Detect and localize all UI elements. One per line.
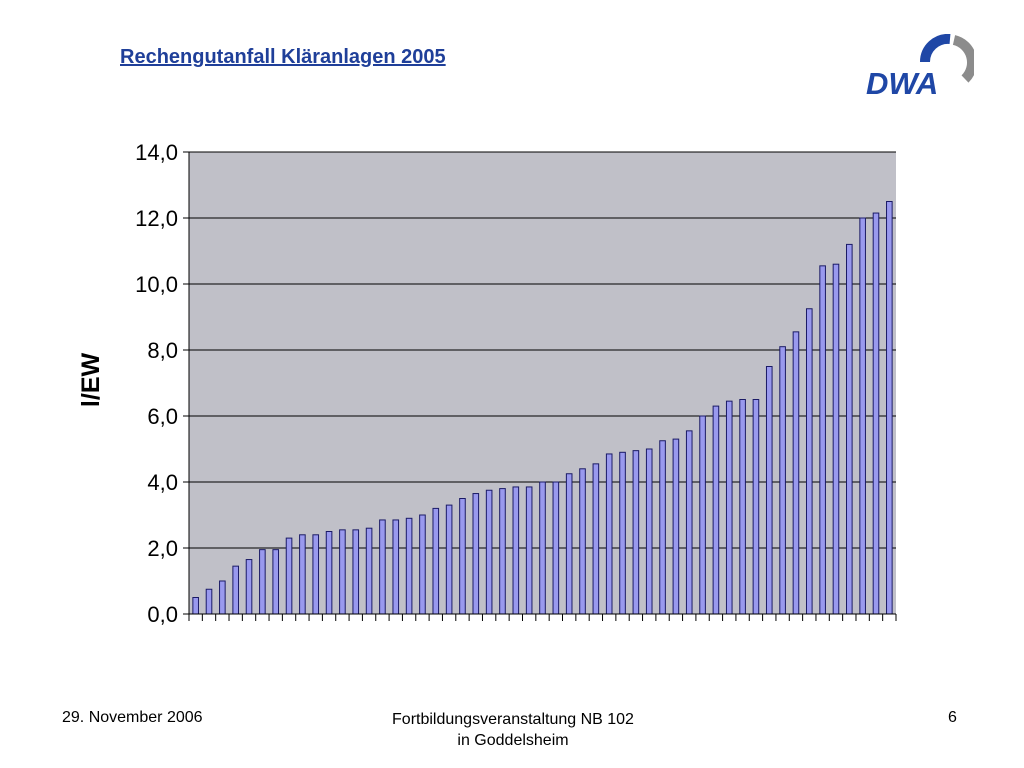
bar	[886, 201, 893, 615]
y-ticks: 0,0 2,0 4,0 6,0 8,0 10,0 12,0 14,0	[135, 140, 189, 627]
y-tick-label: 0,0	[147, 602, 178, 627]
y-tick-label: 4,0	[147, 470, 178, 495]
dwa-logo: DWA	[866, 34, 974, 98]
footer-event: Fortbildungsveranstaltung NB 102 in Godd…	[313, 709, 713, 751]
bar	[539, 481, 546, 615]
bar	[472, 493, 480, 615]
bar	[872, 212, 880, 615]
bar	[245, 559, 253, 615]
bar	[846, 243, 853, 615]
bar	[645, 448, 653, 615]
y-tick-label: 10,0	[135, 272, 178, 297]
bar	[379, 519, 386, 615]
logo-arc-blue	[919, 34, 951, 63]
footer-date: 29. November 2006	[62, 709, 203, 726]
bar	[832, 263, 840, 615]
bar	[192, 597, 199, 615]
bar	[779, 346, 786, 615]
bar	[339, 529, 346, 615]
bar	[525, 486, 533, 615]
bar	[605, 453, 613, 615]
footer-event-line2: in Goddelsheim	[457, 732, 569, 749]
footer-event-line1: Fortbildungsveranstaltung NB 102	[392, 711, 634, 728]
bar	[432, 507, 440, 615]
bar	[285, 537, 293, 615]
bar	[632, 450, 640, 615]
x-ticks	[188, 614, 897, 621]
bar-chart: 0,0 2,0 4,0 6,0 8,0 10,0 12,0 14,0 l/EW	[77, 140, 897, 627]
bar	[699, 415, 706, 615]
bar	[512, 486, 520, 615]
bar	[205, 588, 213, 615]
y-tick-label: 8,0	[147, 338, 178, 363]
page-number: 6	[948, 709, 957, 726]
bar	[765, 366, 773, 615]
logo-arc-gray	[952, 35, 974, 83]
bar	[739, 399, 746, 615]
bar	[232, 565, 239, 615]
y-tick-label: 12,0	[135, 206, 178, 231]
bar	[325, 531, 333, 615]
bar	[499, 488, 506, 615]
bar	[299, 534, 306, 615]
bar	[405, 517, 413, 615]
bar	[579, 468, 586, 615]
bar	[619, 451, 626, 615]
y-tick-label: 14,0	[135, 140, 178, 165]
bar	[365, 527, 373, 615]
bar	[752, 399, 760, 615]
bar	[352, 529, 360, 615]
bar	[272, 549, 280, 615]
bar	[712, 405, 720, 615]
logo-text: DWA	[866, 66, 938, 98]
bar	[259, 549, 266, 615]
bar	[725, 400, 733, 615]
bar	[392, 519, 400, 615]
bar	[685, 430, 693, 615]
bar	[459, 498, 466, 615]
bar	[552, 481, 560, 615]
bar	[859, 217, 866, 615]
bar	[659, 440, 666, 615]
y-axis-label: l/EW	[77, 353, 105, 408]
y-tick-label: 6,0	[147, 404, 178, 429]
y-tick-label: 2,0	[147, 536, 178, 561]
bar	[219, 580, 226, 615]
bar	[672, 438, 680, 615]
bar	[792, 331, 800, 615]
bar	[805, 308, 813, 615]
bar	[445, 504, 453, 615]
bar	[419, 514, 426, 615]
bar	[819, 265, 826, 615]
bar	[485, 489, 493, 615]
bar	[565, 473, 573, 615]
bar	[312, 534, 320, 615]
slide-title: Rechengutanfall Kläranlagen 2005	[120, 46, 446, 68]
bar	[592, 463, 600, 615]
